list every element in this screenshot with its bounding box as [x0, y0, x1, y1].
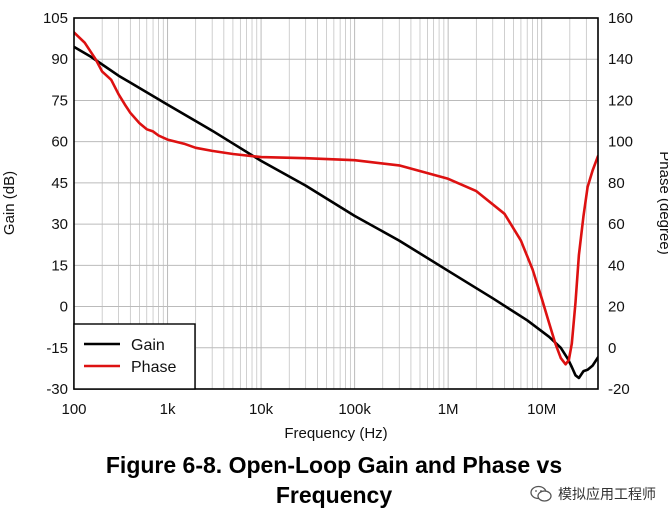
- y2-tick-label: 80: [608, 175, 625, 192]
- x-tick-label: 10M: [527, 401, 556, 418]
- y-axis-label: Gain (dB): [1, 171, 18, 235]
- y-tick-label: -15: [46, 340, 68, 357]
- y2-tick-label: -20: [608, 381, 630, 398]
- x-tick-label: 1k: [160, 401, 176, 418]
- y2-tick-label: 120: [608, 92, 633, 109]
- y-tick-label: -30: [46, 381, 68, 398]
- y-tick-label: 105: [43, 10, 68, 27]
- y-tick-label: 60: [51, 134, 68, 151]
- series-line-phase: [74, 31, 598, 366]
- plot-frame: [73, 17, 599, 390]
- x-tick-label: 100k: [338, 401, 371, 418]
- legend-box: [73, 323, 196, 390]
- y2-tick-label: 60: [608, 216, 625, 233]
- y-tick-label: 90: [51, 51, 68, 68]
- x-axis-label: Frequency (Hz): [284, 425, 387, 442]
- y2-tick-label: 0: [608, 340, 616, 357]
- figure-caption-line2: Frequency: [275, 482, 393, 508]
- watermark-text: 模拟应用工程师: [558, 486, 656, 502]
- y2-tick-label: 160: [608, 10, 633, 27]
- y-tick-label: 45: [51, 175, 68, 192]
- watermark: 模拟应用工程师: [530, 484, 656, 504]
- legend-label-phase: Phase: [131, 359, 176, 376]
- x-tick-label: 10k: [249, 401, 274, 418]
- figure-caption-line1: Figure 6-8. Open-Loop Gain and Phase vs: [105, 452, 563, 478]
- y-tick-label: 75: [51, 92, 68, 109]
- y-tick-label: 0: [60, 299, 68, 316]
- legend: Gain Phase: [73, 323, 196, 390]
- y2-axis-label: Phase (degree): [656, 151, 668, 254]
- x-tick-label: 100: [61, 401, 86, 418]
- y2-tick-label: 100: [608, 134, 633, 151]
- open-loop-gain-phase-chart: 100 1k 10k 100k 1M 10M 105 90 75 60 45 30 15 0 -15 -30 1…: [1, 10, 668, 442]
- y-tick-label: 15: [51, 257, 68, 274]
- y2-tick-label: 140: [608, 51, 633, 68]
- series-layer: [74, 31, 598, 380]
- x-tick-label: 1M: [438, 401, 459, 418]
- legend-label-gain: Gain: [131, 337, 165, 354]
- series-line-gain: [74, 45, 598, 380]
- y2-tick-label: 40: [608, 257, 625, 274]
- y2-tick-label: 20: [608, 299, 625, 316]
- wechat-icon: [530, 485, 552, 502]
- y-tick-label: 30: [51, 216, 68, 233]
- tick-labels: 100 1k 10k 100k 1M 10M 105 90 75 60 45 30 15 0 -15 -30 1…: [43, 10, 633, 418]
